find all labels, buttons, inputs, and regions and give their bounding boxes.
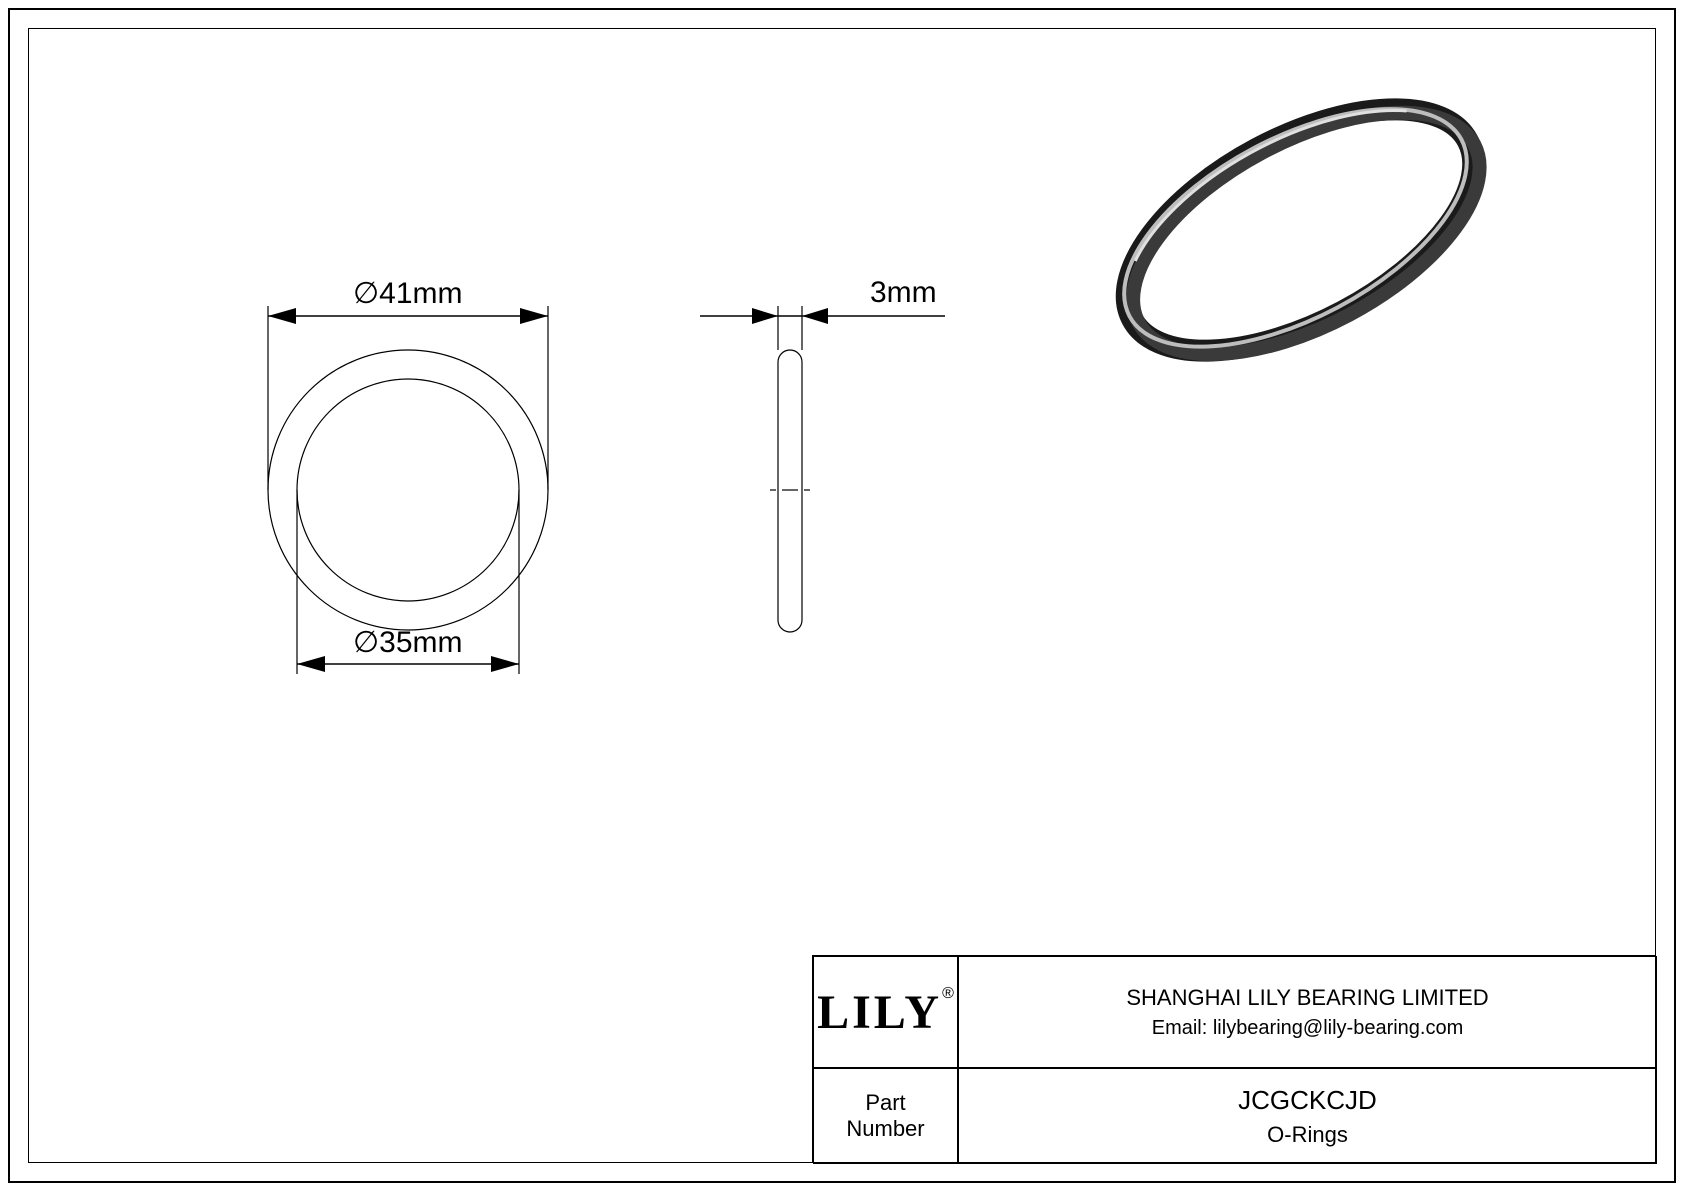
part-number-cell: JCGCKCJD O-Rings [958, 1068, 1657, 1164]
logo-text: LILY [817, 985, 942, 1040]
logo-registered-icon: ® [942, 985, 954, 1003]
part-number-label: PartNumber [846, 1090, 924, 1143]
part-subtitle: O-Rings [1267, 1122, 1348, 1148]
company-cell: SHANGHAI LILY BEARING LIMITED Email: lil… [958, 956, 1657, 1068]
title-block: LILY ® SHANGHAI LILY BEARING LIMITED Ema… [812, 955, 1656, 1163]
part-number: JCGCKCJD [1238, 1085, 1377, 1116]
company-email: Email: lilybearing@lily-bearing.com [1152, 1017, 1464, 1040]
part-number-label-cell: PartNumber [813, 1068, 958, 1164]
page: ∅41mm ∅35mm 3mm [0, 0, 1684, 1191]
company-name: SHANGHAI LILY BEARING LIMITED [1126, 985, 1488, 1011]
logo-cell: LILY ® [813, 956, 958, 1068]
